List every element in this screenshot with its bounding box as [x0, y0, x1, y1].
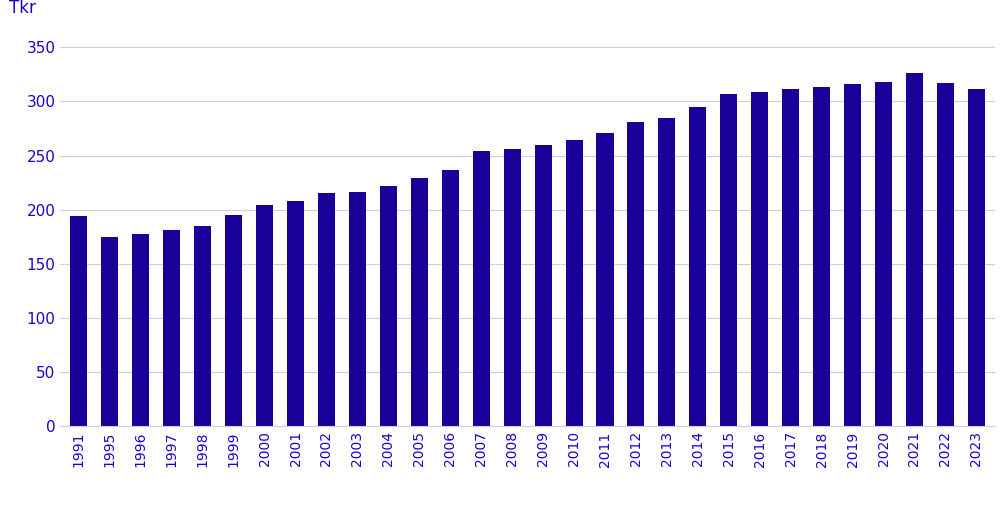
Bar	[256, 205, 273, 426]
Bar	[163, 230, 180, 426]
Bar	[287, 201, 305, 426]
Bar	[504, 149, 521, 426]
Text: Tkr: Tkr	[9, 0, 36, 17]
Bar	[875, 82, 892, 426]
Bar	[968, 89, 985, 426]
Bar	[102, 237, 119, 426]
Bar	[349, 192, 366, 426]
Bar	[133, 233, 150, 426]
Bar	[535, 145, 552, 426]
Bar	[472, 151, 489, 426]
Bar	[906, 73, 923, 426]
Bar	[194, 226, 211, 426]
Bar	[782, 89, 799, 426]
Bar	[318, 193, 335, 426]
Bar	[597, 133, 613, 426]
Bar	[751, 92, 768, 426]
Bar	[689, 107, 707, 426]
Bar	[442, 170, 458, 426]
Bar	[225, 215, 242, 426]
Bar	[380, 186, 397, 426]
Bar	[844, 84, 861, 426]
Bar	[658, 118, 675, 426]
Bar	[70, 216, 87, 426]
Bar	[721, 94, 738, 426]
Bar	[937, 83, 954, 426]
Bar	[627, 122, 644, 426]
Bar	[411, 178, 428, 426]
Bar	[813, 87, 830, 426]
Bar	[566, 140, 583, 426]
